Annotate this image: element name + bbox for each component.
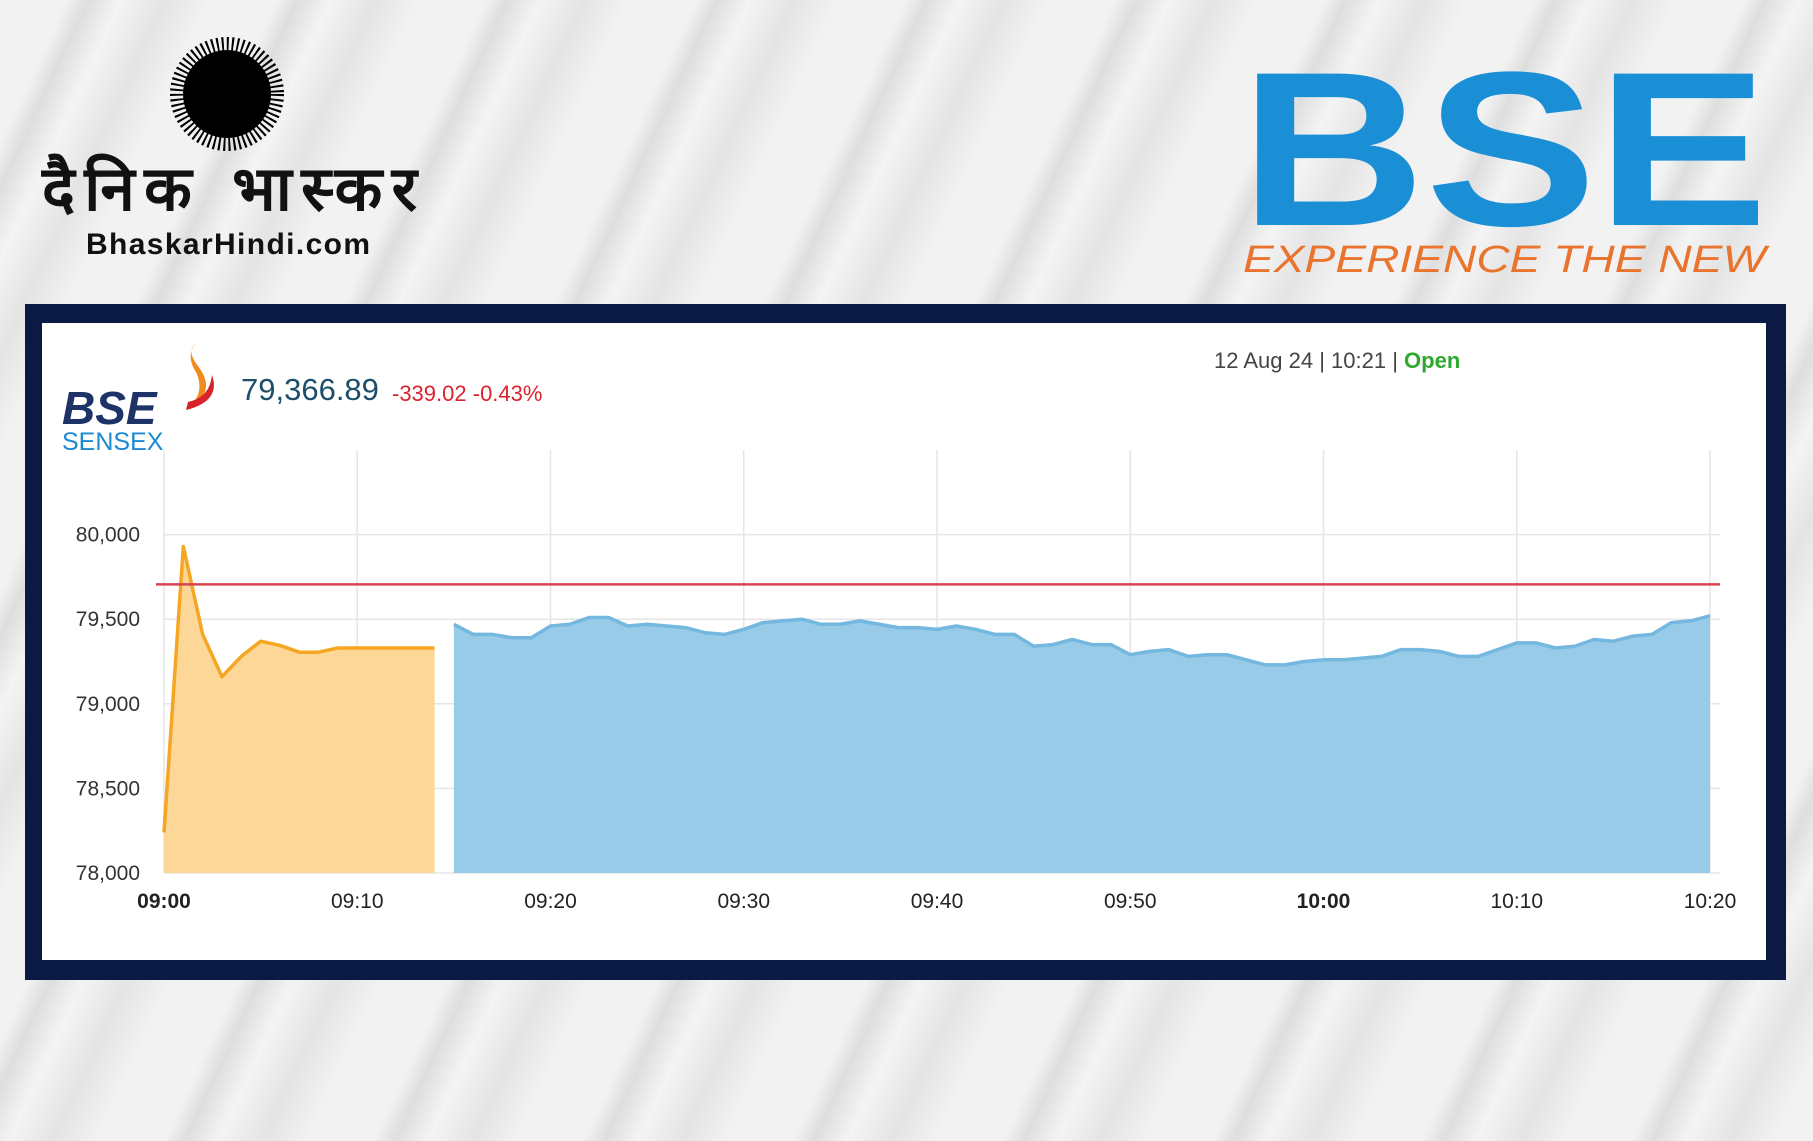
- x-tick-label: 09:50: [1104, 890, 1157, 913]
- y-tick-label: 78,500: [76, 777, 140, 800]
- bse-tagline: EXPERIENCE THE NEW: [1243, 239, 1770, 281]
- y-tick-label: 80,000: [76, 524, 140, 547]
- index-name: SENSEX: [62, 428, 164, 456]
- area: [164, 546, 435, 873]
- line: [453, 614, 1711, 667]
- y-tick-label: 78,000: [76, 862, 140, 885]
- flame: [186, 342, 207, 408]
- price: 79,366.89: [241, 372, 379, 407]
- brand-site: BhaskarHindi.com: [86, 228, 370, 261]
- index-logo: BSE: [62, 382, 158, 434]
- flame-red: [186, 375, 214, 410]
- brand-hindi: दैनिक भास्कर: [41, 152, 420, 225]
- area: [453, 615, 1710, 873]
- x-tick-label: 09:20: [524, 890, 577, 913]
- sun-rays: [170, 37, 284, 151]
- timestamp: 12 Aug 24 | 10:21 |: [1214, 348, 1398, 373]
- x-tick-label: 10:00: [1297, 890, 1351, 913]
- sun-logo: [183, 50, 271, 138]
- change-pct: -0.43%: [473, 381, 543, 406]
- y-tick-label: 79,000: [76, 693, 140, 716]
- y-tick-label: 79,500: [76, 608, 140, 631]
- x-tick-label: 09:00: [137, 890, 191, 913]
- status: Open: [1404, 348, 1460, 373]
- x-tick-label: 09:30: [717, 890, 770, 913]
- x-tick-label: 09:40: [911, 890, 964, 913]
- status-line: 12 Aug 24 | 10:21 | Open: [1214, 348, 1460, 373]
- bse-logo: BSE: [1240, 26, 1768, 272]
- x-tick-label: 10:10: [1490, 890, 1543, 913]
- change: -339.02: [392, 381, 467, 406]
- line: [162, 544, 435, 833]
- x-tick-label: 10:20: [1684, 890, 1737, 913]
- change-line: -339.02 -0.43%: [392, 381, 542, 406]
- x-tick-label: 09:10: [331, 890, 384, 913]
